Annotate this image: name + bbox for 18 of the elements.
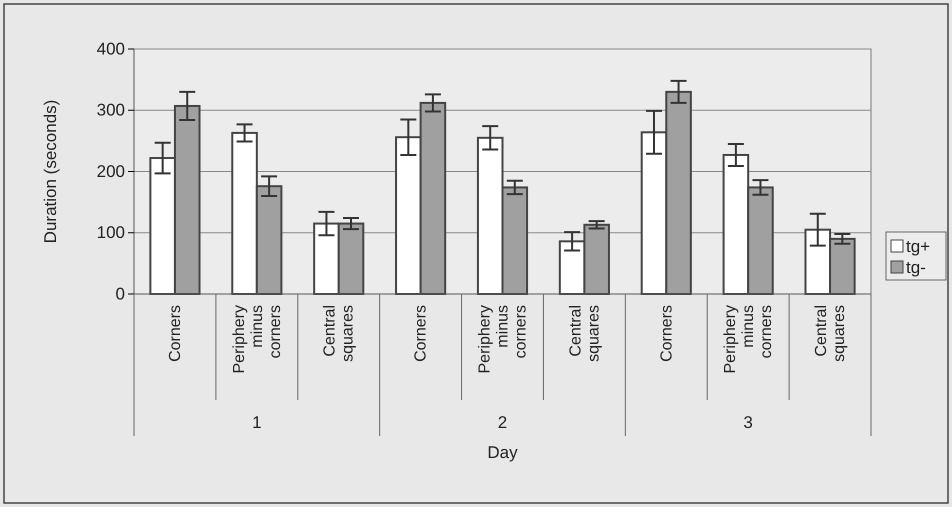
y-tick-label: 300: [96, 100, 125, 120]
text: 2: [498, 413, 508, 432]
x-tick-label: Corners: [658, 305, 676, 362]
x-tick-label: Corners: [412, 305, 430, 362]
y-tick-label: 400: [96, 39, 125, 58]
x-axis-title: Day: [487, 443, 518, 462]
x-tick-label: Corners: [166, 305, 184, 362]
text: 1: [252, 413, 262, 432]
y-tick-label: 200: [96, 162, 125, 181]
x-tick-label: Periphery minus corners: [722, 305, 776, 374]
x-tick-label: Periphery minus corners: [230, 305, 284, 374]
y-tick-label: 100: [96, 223, 125, 242]
text: 3: [743, 413, 753, 432]
legend-label: tg+: [906, 237, 930, 256]
y-axis-title: Duration (seconds): [41, 100, 60, 244]
x-tick-label: Periphery minus corners: [476, 305, 530, 374]
y-tick-label: 0: [116, 284, 125, 304]
legend-label: tg-: [906, 258, 926, 277]
